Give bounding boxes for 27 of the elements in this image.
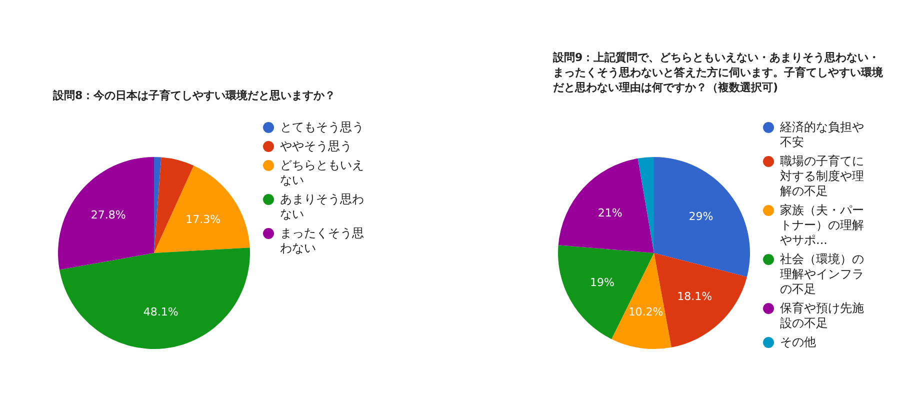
- data-label: 10.2%: [628, 305, 664, 318]
- legend-label: 家族（夫・パートナー）の理解やサポ...: [780, 203, 864, 248]
- pie-slice: [154, 166, 250, 253]
- pie-slice: [558, 158, 654, 253]
- data-label: 17.3%: [186, 212, 221, 226]
- pie-slice: [654, 157, 750, 277]
- data-label: 48.1%: [143, 306, 178, 319]
- legend-label: とてもそう思う: [280, 120, 364, 135]
- legend-label: 保育や預け先施設の不足: [780, 301, 864, 331]
- pie-slice: [638, 157, 654, 253]
- data-label: 21%: [598, 206, 622, 220]
- legend-label: まったくそう思わない: [280, 226, 364, 256]
- chart-title: 設問8：今の日本は子育てしやすい環境だと思いますか？: [53, 88, 337, 103]
- data-label: 18.1%: [677, 290, 712, 304]
- legend-label: その他: [780, 335, 817, 350]
- legend-label: 社会（環境）の理解やインフラの不足: [780, 252, 864, 297]
- pie-slice: [58, 157, 154, 270]
- legend-label: 経済的な負担や不安: [780, 120, 864, 150]
- legend-label: どちらともいえない: [280, 158, 364, 188]
- data-label: 19%: [590, 276, 614, 289]
- pie-slice: [59, 248, 250, 349]
- legend-label: 職場の子育てに対する制度や理解の不足: [780, 154, 864, 199]
- data-label: 29%: [688, 210, 714, 224]
- data-label: 27.8%: [90, 208, 126, 222]
- legend-label: ややそう思う: [280, 139, 353, 154]
- legend-label: あまりそう思わない: [280, 192, 364, 222]
- chart-title: 設問9：上記質問で、どちらともいえない・あまりそう思わない・まったくそう思わないと答えた方に伺います。子育てしやすい環境だと思わない理由は何ですか？（複数選択可): [553, 50, 883, 95]
